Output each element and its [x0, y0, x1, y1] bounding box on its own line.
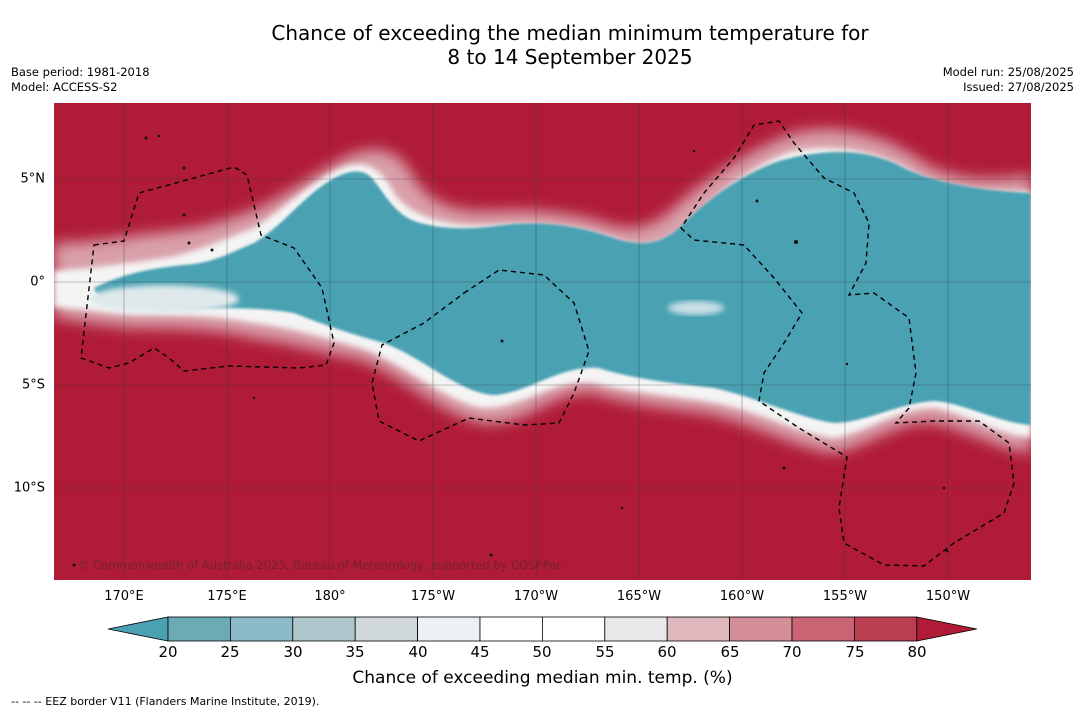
copyright-credit: © Commonwealth of Australia 2025, Bureau… — [78, 558, 563, 572]
colorbar-tick-65: 65 — [720, 643, 740, 661]
title-line-2: 8 to 14 September 2025 — [447, 45, 693, 69]
colorbar-tick-55: 55 — [595, 643, 615, 661]
colorbar-tick-30: 30 — [283, 643, 303, 661]
lon-tick-180: 180° — [314, 589, 346, 604]
colorbar-segment — [230, 616, 294, 642]
model-name: Model: ACCESS-S2 — [11, 80, 118, 94]
map-svg — [54, 103, 1031, 580]
colorbar-segment — [417, 616, 481, 642]
meta-right: Model run: 25/08/2025 Issued: 27/08/2025 — [943, 65, 1074, 95]
colorbar-segment — [791, 616, 855, 642]
colorbar-tick-35: 35 — [345, 643, 365, 661]
colorbar-segment — [666, 616, 731, 642]
lon-tick-170e: 170°E — [104, 589, 144, 604]
chart-title: Chance of exceeding the median minimum t… — [0, 21, 1085, 69]
lon-tick-175w: 175°W — [410, 589, 456, 604]
colorbar-tick-80: 80 — [907, 643, 927, 661]
colorbar — [107, 616, 978, 648]
lon-tick-165w: 165°W — [616, 589, 662, 604]
graticule — [54, 103, 1031, 580]
colorbar-svg — [107, 616, 977, 642]
lon-tick-160w: 160°W — [719, 589, 765, 604]
title-line-1: Chance of exceeding the median minimum t… — [271, 21, 869, 45]
colorbar-segment — [354, 616, 418, 642]
lon-tick-155w: 155°W — [822, 589, 868, 604]
eez-legend-footnote: -- -- -- EEZ border V11 (Flanders Marine… — [11, 695, 320, 708]
colorbar-segment — [854, 616, 918, 642]
colorbar-tick-60: 60 — [657, 643, 677, 661]
colorbar-segment — [729, 616, 793, 642]
neutral-patch-west — [89, 285, 239, 313]
eez-borders — [80, 120, 1015, 567]
colorbar-tick-45: 45 — [470, 643, 490, 661]
colorbar-tick-40: 40 — [408, 643, 428, 661]
lon-tick-175e: 175°E — [207, 589, 247, 604]
colorbar-segment — [541, 616, 606, 642]
lon-tick-170w: 170°W — [513, 589, 559, 604]
colorbar-segment — [479, 616, 543, 642]
colorbar-label: Chance of exceeding median min. temp. (%… — [352, 668, 733, 688]
colorbar-segment — [292, 616, 356, 642]
base-period: Base period: 1981-2018 — [11, 65, 150, 79]
lon-tick-150w: 150°W — [925, 589, 971, 604]
colorbar-tick-75: 75 — [845, 643, 865, 661]
colorbar-tick-25: 25 — [220, 643, 240, 661]
colorbar-tick-70: 70 — [782, 643, 802, 661]
lat-tick-5s: 5°S — [21, 377, 45, 393]
neutral-patch-central — [668, 301, 724, 315]
lat-tick-0: 0° — [30, 274, 45, 290]
colorbar-segment — [167, 616, 231, 642]
lat-tick-5n: 5°N — [20, 171, 46, 187]
colorbar-tick-20: 20 — [158, 643, 178, 661]
colorbar-segment — [604, 616, 668, 642]
issued-date: Issued: 27/08/2025 — [963, 80, 1074, 94]
islands — [72, 134, 949, 567]
colorbar-extend-high — [916, 616, 977, 642]
probability-map — [54, 103, 1031, 580]
colorbar-tick-50: 50 — [532, 643, 552, 661]
below-median-field — [94, 151, 1031, 425]
model-run-date: Model run: 25/08/2025 — [942, 65, 1074, 79]
lat-tick-10s: 10°S — [13, 480, 45, 496]
meta-left: Base period: 1981-2018 Model: ACCESS-S2 — [11, 65, 150, 95]
colorbar-extend-low — [107, 616, 169, 642]
